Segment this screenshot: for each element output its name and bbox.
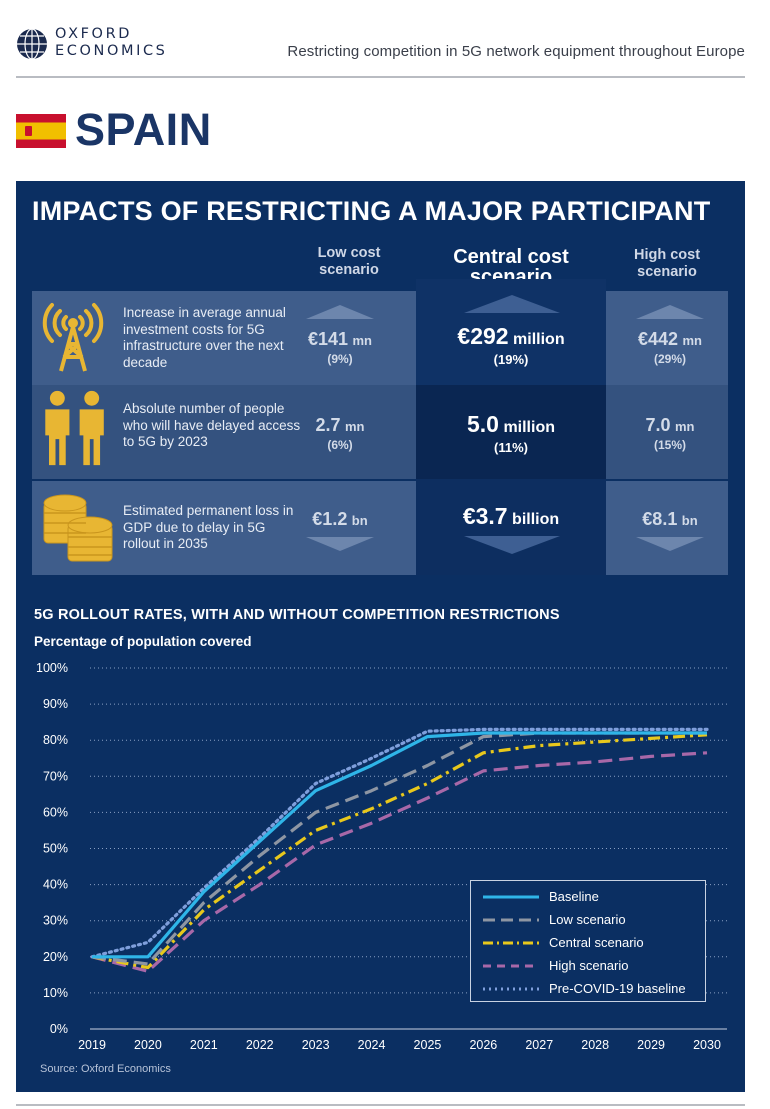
y-tick-label: 30% (43, 914, 68, 928)
x-tick-label: 2028 (581, 1038, 609, 1052)
increase-arrow-icon (464, 295, 560, 313)
rollout-line-chart: 0% 10% 20% 30% 40% 50% 60% 70% 80% 90% 100% 2019 202… (36, 661, 727, 1052)
high-cost-header: High cost scenario (633, 247, 701, 280)
x-tick-label: 2024 (358, 1038, 386, 1052)
chart-y-label: Percentage of population covered (34, 634, 252, 649)
y-tick-label: 40% (43, 878, 68, 892)
people-icon (45, 390, 104, 466)
x-tick-label: 2023 (302, 1038, 330, 1052)
legend-item: High scenario (483, 958, 629, 973)
chart-legend: Baseline Low scenario Central scenario H… (470, 880, 706, 1002)
y-tick-label: 60% (43, 805, 68, 819)
x-tick-label: 2026 (469, 1038, 497, 1052)
high-value: 7.0 mn (15%) (645, 415, 695, 452)
increase-arrow-icon (306, 305, 374, 319)
low-value: €1.2 bn (312, 509, 368, 529)
x-tick-label: 2027 (525, 1038, 553, 1052)
panel-title: IMPACTS OF RESTRICTING A MAJOR PARTICIPA… (32, 196, 711, 226)
high-cell (606, 385, 728, 479)
central-cell (416, 479, 606, 575)
decrease-arrow-icon (636, 537, 704, 551)
high-value: €442 mn (29%) (638, 329, 702, 366)
coin-stacks-icon (43, 494, 113, 562)
source-note: Source: Oxford Economics (40, 1063, 171, 1075)
y-tick-label: 80% (43, 733, 68, 747)
x-tick-label: 2020 (134, 1038, 162, 1052)
y-tick-label: 20% (43, 950, 68, 964)
x-tick-label: 2019 (78, 1038, 106, 1052)
row-description: Increase in average annual investment co… (123, 305, 286, 370)
country-name: SPAIN (75, 104, 212, 155)
x-tick-label: 2029 (637, 1038, 665, 1052)
central-value: €292 million (19%) (457, 323, 565, 367)
spain-flag-icon (16, 114, 66, 148)
legend-item: Baseline (483, 889, 599, 904)
y-tick-label: 50% (43, 842, 68, 856)
logo-text: OXFORD ECONOMICS (55, 26, 168, 59)
row-description: Absolute number of people who will have … (123, 401, 301, 449)
high-value: €8.1 bn (642, 509, 698, 529)
low-cost-header: Low cost scenario (317, 245, 381, 278)
antenna-tower-icon (42, 303, 104, 372)
divider (16, 76, 745, 78)
row-description: Estimated permanent loss in GDP due to d… (123, 503, 294, 551)
low-value: €141 mn (9%) (308, 329, 372, 366)
x-tick-label: 2021 (190, 1038, 218, 1052)
legend-item: Central scenario (483, 935, 644, 950)
y-tick-label: 100% (36, 661, 68, 675)
y-tick-label: 70% (43, 769, 68, 783)
increase-arrow-icon (636, 305, 704, 319)
decrease-arrow-icon (464, 536, 560, 554)
central-value: 5.0 million (11%) (467, 411, 555, 455)
globe-icon (17, 28, 47, 60)
low-value: 2.7 mn (6%) (315, 415, 365, 452)
high-cell (606, 481, 728, 575)
y-tick-label: 10% (43, 986, 68, 1000)
central-value: €3.7 billion (462, 503, 560, 529)
divider (16, 1104, 745, 1106)
impacts-panel: IMPACTS OF RESTRICTING A MAJOR PARTICIPA… (16, 181, 745, 1092)
series-line-central-scenario (91, 733, 708, 970)
series-line-high-scenario (91, 751, 708, 973)
series-line-pre-covid-19-baseline (90, 727, 709, 959)
series-line-baseline (92, 731, 707, 959)
x-tick-label: 2030 (693, 1038, 721, 1052)
y-tick-label: 0% (50, 1022, 68, 1036)
x-tick-label: 2025 (414, 1038, 442, 1052)
chart-title: 5G ROLLOUT RATES, WITH AND WITHOUT COMPE… (34, 607, 560, 623)
header-subtitle: Restricting competition in 5G network eq… (287, 43, 745, 60)
x-tick-label: 2022 (246, 1038, 274, 1052)
central-cell (416, 385, 606, 479)
legend-item: Pre-COVID-19 baseline (483, 981, 686, 996)
legend-item: Low scenario (483, 912, 626, 927)
page-header: OXFORD ECONOMICS Restricting competition… (0, 0, 770, 80)
decrease-arrow-icon (306, 537, 374, 551)
y-tick-label: 90% (43, 697, 68, 711)
